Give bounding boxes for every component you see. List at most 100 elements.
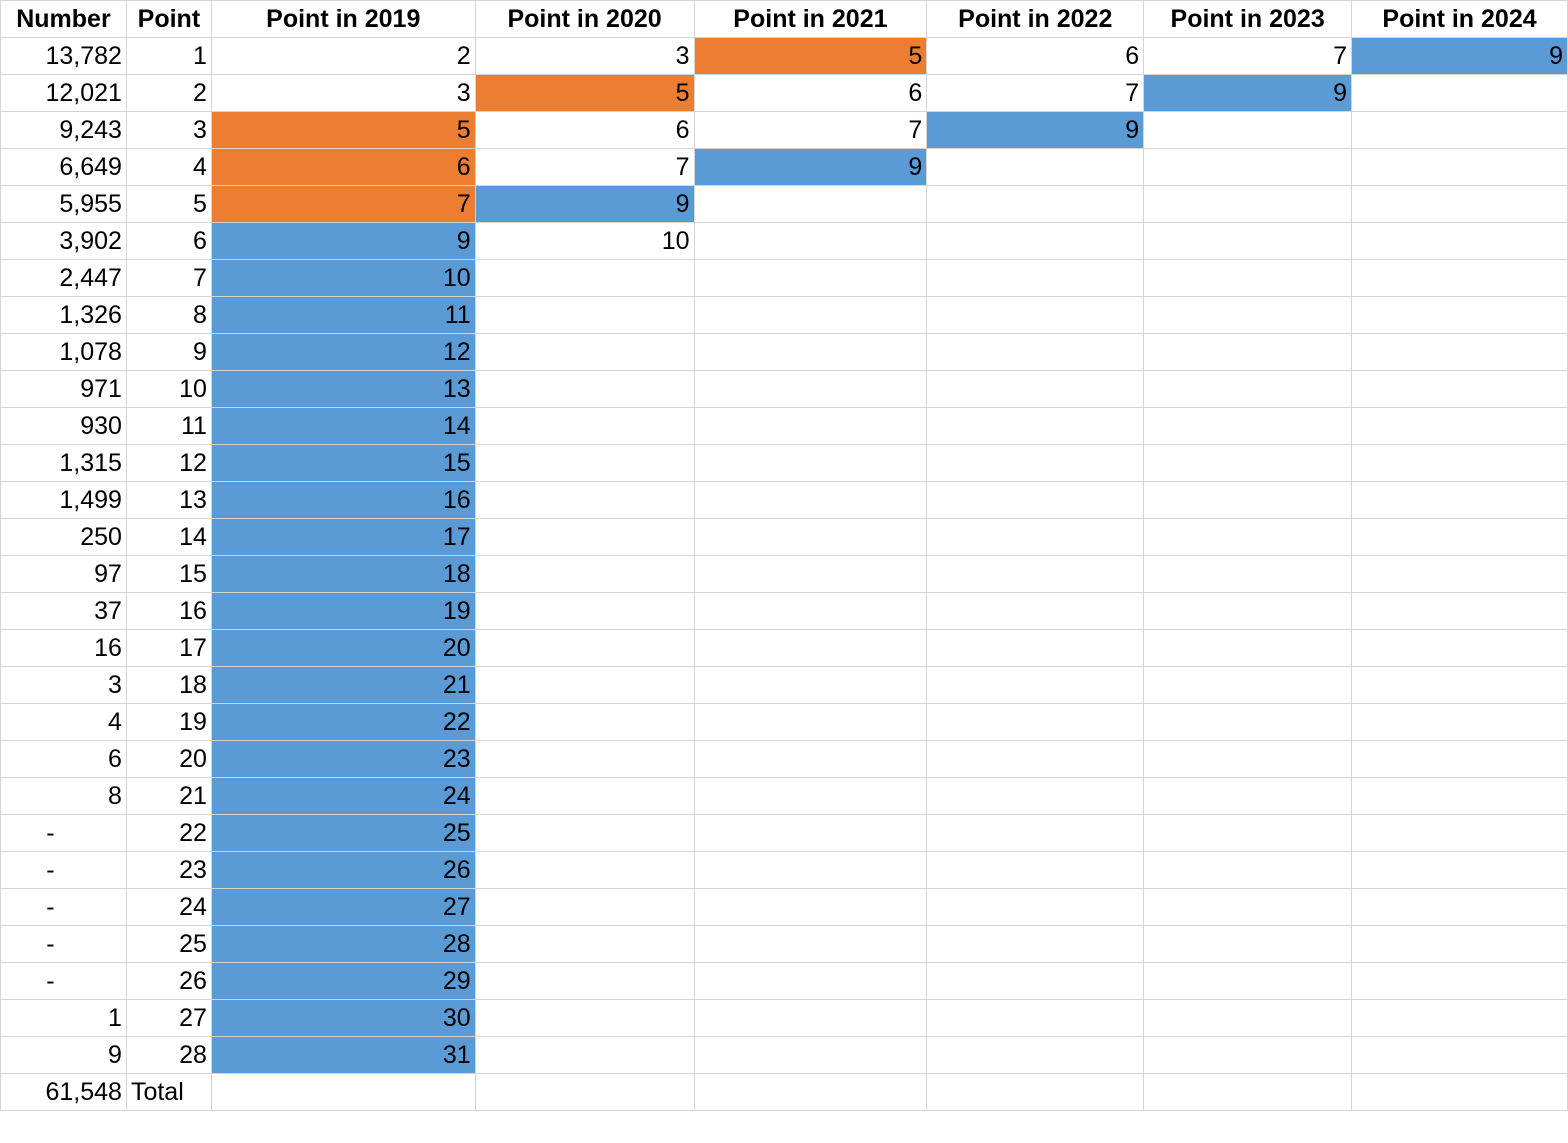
cell-point-in-2019[interactable]: 2: [210, 37, 476, 75]
cell-point-in-2022[interactable]: [926, 185, 1145, 223]
cell-point-in-2020[interactable]: [474, 555, 695, 593]
cell-point-in-2019[interactable]: 9: [210, 222, 476, 260]
cell-point-in-2024[interactable]: [1351, 259, 1568, 297]
cell-number[interactable]: 4: [0, 703, 127, 741]
cell-point-in-2020[interactable]: [474, 333, 695, 371]
cell-number[interactable]: 9,243: [0, 111, 127, 149]
cell-point-in-2020[interactable]: 5: [474, 74, 695, 112]
cell-number[interactable]: 13,782: [0, 37, 127, 75]
cell-point-in-2024[interactable]: [1351, 148, 1568, 186]
cell-point-in-2021[interactable]: [693, 851, 928, 889]
cell-point-in-2022[interactable]: [926, 814, 1145, 852]
cell-point-in-2023[interactable]: [1143, 111, 1353, 149]
cell-point-in-2023[interactable]: [1143, 259, 1353, 297]
cell-point-in-2024[interactable]: [1351, 740, 1568, 778]
cell-point-in-2020[interactable]: [474, 444, 695, 482]
cell-point-in-2019[interactable]: 26: [210, 851, 476, 889]
cell-point-in-2021[interactable]: [693, 777, 928, 815]
cell-point-in-2023[interactable]: [1143, 888, 1353, 926]
cell-point[interactable]: 16: [125, 592, 212, 630]
cell-number[interactable]: 971: [0, 370, 127, 408]
cell-point-in-2020[interactable]: [474, 666, 695, 704]
cell-point[interactable]: Total: [125, 1073, 212, 1111]
cell-number[interactable]: 1: [0, 999, 127, 1037]
cell-point[interactable]: 20: [125, 740, 212, 778]
cell-point-in-2022[interactable]: [926, 333, 1145, 371]
cell-point-in-2020[interactable]: [474, 777, 695, 815]
cell-point-in-2023[interactable]: [1143, 407, 1353, 445]
cell-point-in-2024[interactable]: [1351, 111, 1568, 149]
cell-point-in-2022[interactable]: [926, 555, 1145, 593]
cell-point-in-2023[interactable]: 9: [1143, 74, 1353, 112]
cell-number[interactable]: 3: [0, 666, 127, 704]
cell-point-in-2022[interactable]: [926, 740, 1145, 778]
cell-point[interactable]: 26: [125, 962, 212, 1000]
cell-point-in-2020[interactable]: [474, 481, 695, 519]
cell-point-in-2019[interactable]: 6: [210, 148, 476, 186]
cell-number[interactable]: 250: [0, 518, 127, 556]
cell-point-in-2022[interactable]: [926, 851, 1145, 889]
cell-point-in-2019[interactable]: 17: [210, 518, 476, 556]
cell-point-in-2021[interactable]: [693, 555, 928, 593]
cell-number[interactable]: 1,326: [0, 296, 127, 334]
cell-point-in-2020[interactable]: 7: [474, 148, 695, 186]
cell-point-in-2024[interactable]: 9: [1351, 37, 1568, 75]
cell-point-in-2019[interactable]: 23: [210, 740, 476, 778]
cell-point-in-2023[interactable]: [1143, 518, 1353, 556]
cell-point-in-2021[interactable]: 7: [693, 111, 928, 149]
cell-point-in-2020[interactable]: 9: [474, 185, 695, 223]
cell-point-in-2019[interactable]: 12: [210, 333, 476, 371]
cell-point-in-2022[interactable]: [926, 629, 1145, 667]
cell-point[interactable]: 5: [125, 185, 212, 223]
cell-point-in-2024[interactable]: [1351, 444, 1568, 482]
header-cell-point[interactable]: Point: [125, 0, 212, 38]
cell-point-in-2022[interactable]: [926, 999, 1145, 1037]
cell-point[interactable]: 2: [125, 74, 212, 112]
cell-point-in-2024[interactable]: [1351, 962, 1568, 1000]
cell-number[interactable]: 1,078: [0, 333, 127, 371]
cell-point-in-2021[interactable]: 9: [693, 148, 928, 186]
cell-number[interactable]: -: [0, 962, 127, 1000]
cell-point-in-2023[interactable]: [1143, 1036, 1353, 1074]
cell-point-in-2022[interactable]: 6: [926, 37, 1145, 75]
cell-point-in-2021[interactable]: [693, 1036, 928, 1074]
cell-point-in-2022[interactable]: [926, 888, 1145, 926]
cell-point-in-2022[interactable]: [926, 370, 1145, 408]
cell-point-in-2024[interactable]: [1351, 222, 1568, 260]
cell-point-in-2019[interactable]: 7: [210, 185, 476, 223]
cell-point-in-2020[interactable]: [474, 888, 695, 926]
cell-point[interactable]: 4: [125, 148, 212, 186]
cell-point[interactable]: 22: [125, 814, 212, 852]
cell-point[interactable]: 12: [125, 444, 212, 482]
cell-point-in-2021[interactable]: [693, 888, 928, 926]
cell-number[interactable]: -: [0, 888, 127, 926]
cell-point[interactable]: 24: [125, 888, 212, 926]
cell-point-in-2024[interactable]: [1351, 592, 1568, 630]
cell-point-in-2021[interactable]: [693, 185, 928, 223]
header-cell-point-in-2019[interactable]: Point in 2019: [210, 0, 476, 38]
cell-point[interactable]: 10: [125, 370, 212, 408]
cell-point-in-2019[interactable]: 21: [210, 666, 476, 704]
cell-point-in-2021[interactable]: [693, 740, 928, 778]
cell-number[interactable]: 3,902: [0, 222, 127, 260]
cell-point-in-2023[interactable]: [1143, 481, 1353, 519]
cell-point-in-2021[interactable]: [693, 962, 928, 1000]
cell-point-in-2023[interactable]: [1143, 592, 1353, 630]
cell-point-in-2024[interactable]: [1351, 851, 1568, 889]
cell-number[interactable]: 930: [0, 407, 127, 445]
cell-point-in-2024[interactable]: [1351, 1036, 1568, 1074]
cell-point-in-2021[interactable]: 6: [693, 74, 928, 112]
cell-point[interactable]: 1: [125, 37, 212, 75]
cell-point[interactable]: 7: [125, 259, 212, 297]
cell-point-in-2023[interactable]: [1143, 333, 1353, 371]
cell-point-in-2023[interactable]: [1143, 1073, 1353, 1111]
cell-number[interactable]: 1,499: [0, 481, 127, 519]
cell-point[interactable]: 27: [125, 999, 212, 1037]
cell-point-in-2021[interactable]: [693, 333, 928, 371]
cell-point-in-2021[interactable]: 5: [693, 37, 928, 75]
cell-number[interactable]: 1,315: [0, 444, 127, 482]
cell-point-in-2023[interactable]: [1143, 222, 1353, 260]
cell-number[interactable]: 6,649: [0, 148, 127, 186]
cell-point-in-2020[interactable]: [474, 259, 695, 297]
cell-point-in-2022[interactable]: [926, 444, 1145, 482]
